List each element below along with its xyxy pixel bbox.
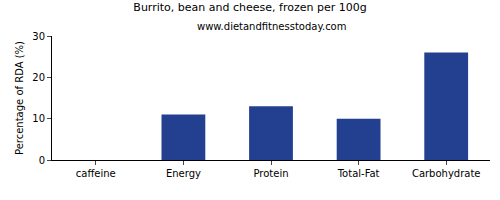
svg-text:20: 20 — [32, 72, 45, 83]
svg-text:Burrito, bean and cheese, froz: Burrito, bean and cheese, frozen per 100… — [133, 1, 366, 14]
svg-text:0: 0 — [39, 155, 45, 166]
svg-text:Total-Fat: Total-Fat — [337, 168, 380, 179]
svg-text:www.dietandfitnesstoday.com: www.dietandfitnesstoday.com — [197, 21, 346, 32]
svg-text:30: 30 — [32, 31, 45, 42]
svg-text:Energy: Energy — [166, 168, 201, 179]
svg-text:Carbohydrate: Carbohydrate — [412, 168, 481, 179]
svg-text:caffeine: caffeine — [76, 168, 116, 179]
svg-text:10: 10 — [32, 113, 45, 124]
svg-text:Protein: Protein — [253, 168, 288, 179]
svg-text:Percentage of RDA (%): Percentage of RDA (%) — [14, 41, 25, 155]
